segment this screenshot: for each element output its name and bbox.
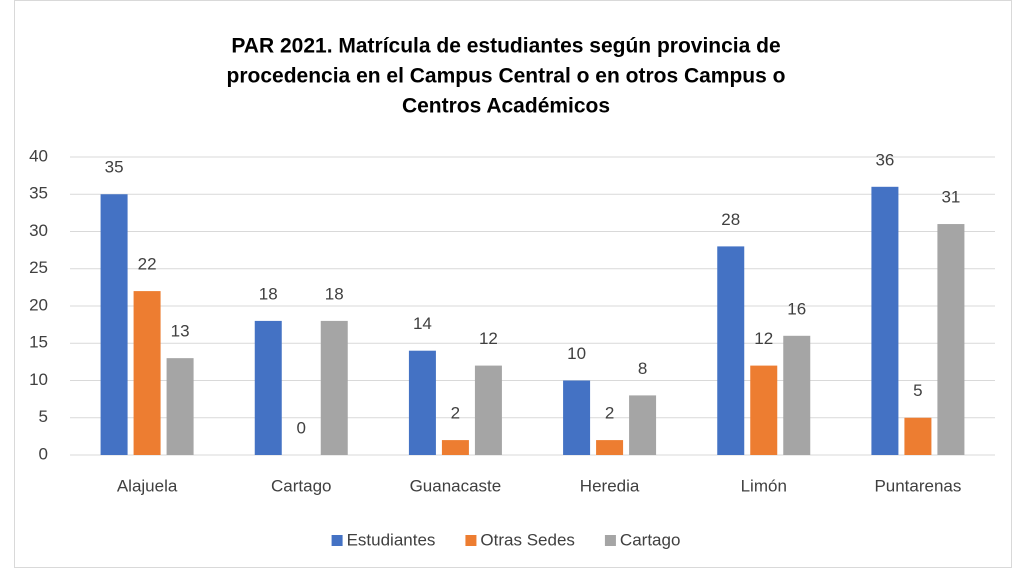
y-tick-label: 35 (29, 184, 48, 203)
legend-label: Otras Sedes (480, 530, 575, 549)
bar (937, 224, 965, 455)
data-label: 28 (721, 210, 740, 229)
bar (320, 320, 348, 455)
y-tick-label: 0 (39, 444, 48, 463)
y-tick-label: 15 (29, 333, 48, 352)
data-label: 8 (638, 359, 647, 378)
bar (750, 365, 778, 455)
x-tick-label: Guanacaste (410, 476, 502, 495)
data-label: 12 (754, 329, 773, 348)
bar (871, 186, 899, 456)
data-label: 2 (451, 404, 460, 423)
legend-label: Cartago (620, 530, 680, 549)
bar (254, 320, 282, 455)
chart-title: PAR 2021. Matrícula de estudiantes según… (231, 35, 780, 58)
data-label: 13 (171, 322, 190, 341)
legend-swatch (331, 535, 343, 546)
data-label: 10 (567, 344, 586, 363)
data-label: 18 (325, 284, 344, 303)
x-tick-label: Cartago (271, 476, 331, 495)
y-tick-label: 20 (29, 295, 48, 314)
chart-title: procedencia en el Campus Central o en ot… (227, 65, 786, 88)
bar (133, 291, 161, 455)
x-tick-label: Alajuela (117, 476, 178, 495)
legend-label: Estudiantes (347, 530, 436, 549)
bar (100, 194, 128, 455)
bar (166, 358, 194, 455)
bar (563, 380, 591, 455)
data-label: 18 (259, 284, 278, 303)
data-label: 2 (605, 404, 614, 423)
legend-swatch (465, 535, 477, 546)
bar (904, 417, 932, 455)
data-label: 22 (138, 255, 157, 274)
y-tick-label: 40 (29, 146, 48, 165)
chart-title: Centros Académicos (402, 95, 610, 118)
bar (596, 440, 624, 455)
data-label: 35 (105, 158, 124, 177)
y-tick-label: 25 (29, 258, 48, 277)
bar (408, 350, 436, 455)
data-label: 31 (941, 188, 960, 207)
chart-frame (14, 0, 1012, 568)
bar (474, 365, 502, 455)
data-label: 14 (413, 314, 432, 333)
bar (441, 440, 469, 455)
x-tick-label: Limón (741, 476, 787, 495)
data-label: 12 (479, 329, 498, 348)
x-tick-label: Heredia (580, 476, 640, 495)
y-tick-label: 10 (29, 370, 48, 389)
legend-swatch (604, 535, 616, 546)
data-label: 36 (875, 150, 894, 169)
y-tick-label: 30 (29, 221, 48, 240)
data-label: 5 (913, 381, 922, 400)
data-label: 0 (297, 418, 306, 437)
y-tick-label: 5 (39, 407, 48, 426)
bar (717, 246, 745, 455)
bar (783, 335, 811, 455)
bar (629, 395, 657, 455)
data-label: 16 (787, 299, 806, 318)
x-tick-label: Puntarenas (874, 476, 961, 495)
